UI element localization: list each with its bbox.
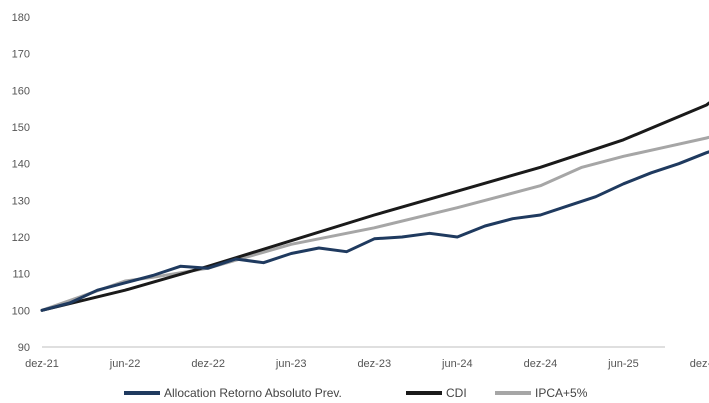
series-line-cdi (40, 101, 709, 312)
x-tick-label: jun-22 (109, 358, 141, 370)
y-tick-label: 170 (12, 49, 30, 61)
x-tick-label: jun-25 (607, 358, 639, 370)
legend: Allocation Retorno Absoluto Prev. CDI IPCA… (124, 386, 588, 400)
y-tick-label: 160 (12, 85, 30, 97)
x-tick-label: dez-21 (25, 358, 59, 370)
y-tick-label: 130 (12, 195, 30, 207)
x-tick-label: dez-22 (191, 358, 225, 370)
y-axis: 90 100 110 120 130 140 150 160 170 180 (12, 12, 30, 354)
x-tick-label: dez-25 (690, 358, 709, 370)
legend-label: CDI (446, 386, 467, 400)
y-tick-label: 150 (12, 122, 30, 134)
x-tick-label: dez-23 (357, 358, 391, 370)
y-tick-label: 180 (12, 12, 30, 24)
series-lines (40, 101, 709, 312)
x-tick-label: dez-24 (524, 358, 558, 370)
y-tick-label: 110 (12, 269, 30, 281)
x-axis: dez-21 jun-22 dez-22 jun-23 dez-23 jun-24 dez-… (25, 346, 709, 370)
series-line-allocation-retorno-absoluto-prev- (40, 150, 709, 312)
x-tick-label: jun-24 (441, 358, 473, 370)
legend-label: IPCA+5% (535, 386, 588, 400)
legend-label: Allocation Retorno Absoluto Prev. (164, 386, 342, 400)
y-tick-label: 100 (12, 305, 30, 317)
y-tick-label: 90 (18, 342, 30, 354)
y-tick-label: 120 (12, 232, 30, 244)
y-tick-label: 140 (12, 159, 30, 171)
x-tick-label: jun-23 (275, 358, 307, 370)
